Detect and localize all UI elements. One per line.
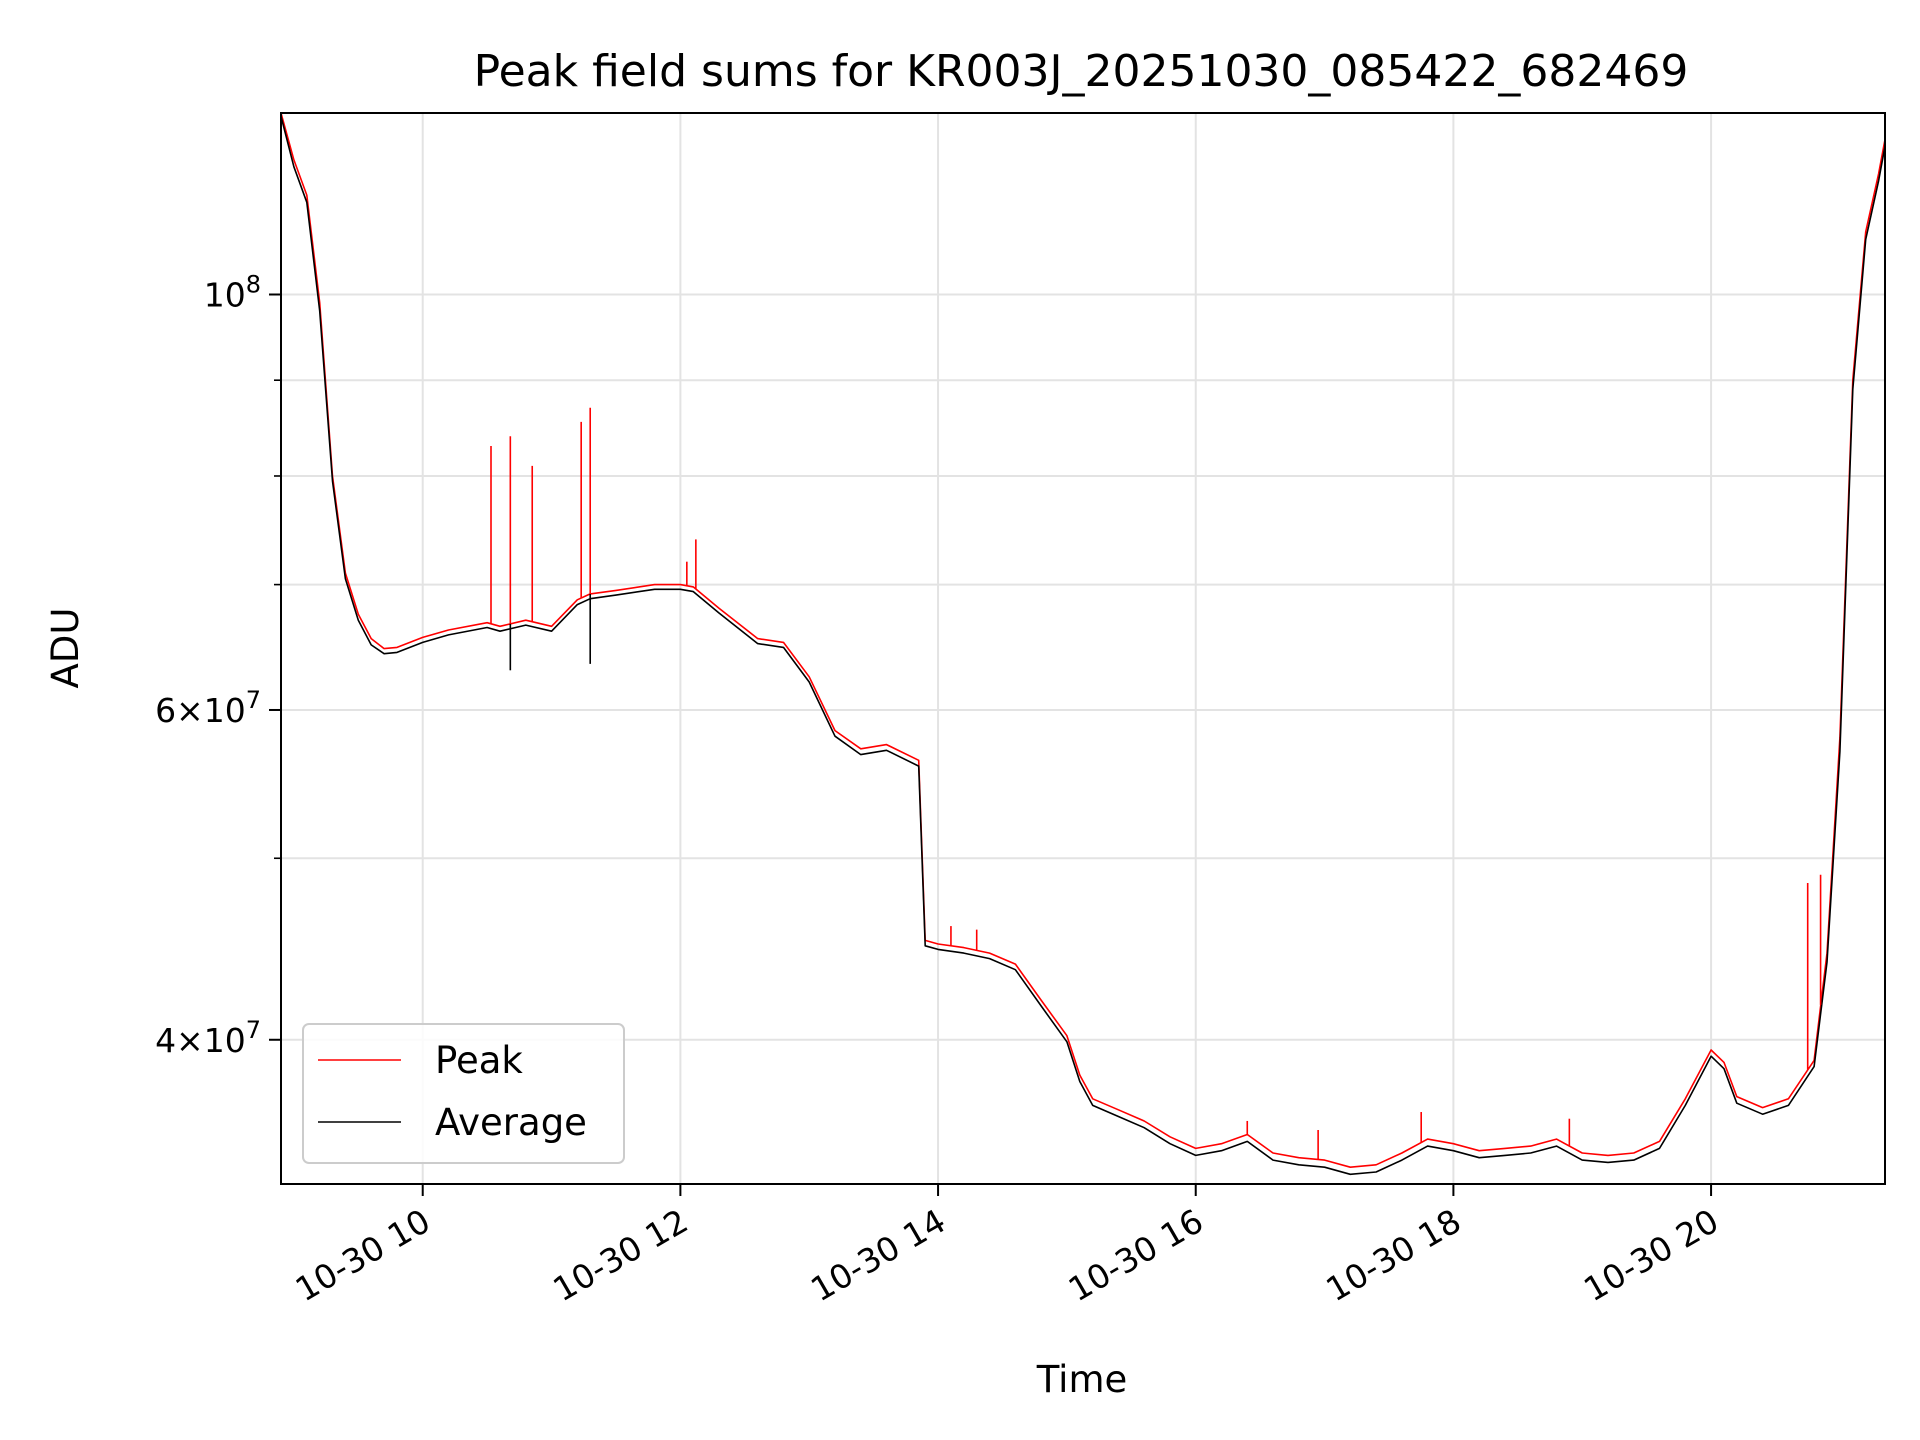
x-tick-label: 10-30 20 (1577, 1201, 1725, 1309)
x-tick-label: 10-30 12 (546, 1201, 694, 1309)
legend: Peak Average (302, 1023, 625, 1164)
legend-label-peak: Peak (435, 1039, 523, 1082)
series-layer (280, 112, 1886, 1176)
series-line-average (280, 116, 1886, 1176)
y-axis-label: ADU (44, 608, 87, 689)
plot-frame (280, 112, 1886, 1185)
legend-box (302, 1023, 625, 1164)
legend-label-average: Average (435, 1101, 587, 1144)
y-axis: 4×107 6×107 108 (155, 270, 281, 1060)
chart-title: Peak field sums for KR003J_20251030_0854… (474, 46, 1689, 97)
x-axis: 10-30 10 10-30 12 10-30 14 10-30 16 10-30 18… (289, 1184, 1725, 1309)
x-tick-label: 10-30 10 (289, 1201, 437, 1309)
x-tick-label: 10-30 14 (804, 1201, 952, 1309)
y-tick-label: 4×107 (155, 1016, 261, 1060)
y-tick-label: 108 (204, 270, 261, 314)
x-tick-label: 10-30 16 (1062, 1201, 1210, 1309)
series-line-peak (280, 112, 1886, 1168)
y-tick-label: 6×107 (155, 686, 261, 730)
x-tick-label: 10-30 18 (1319, 1201, 1467, 1309)
x-axis-label: Time (1036, 1358, 1128, 1401)
